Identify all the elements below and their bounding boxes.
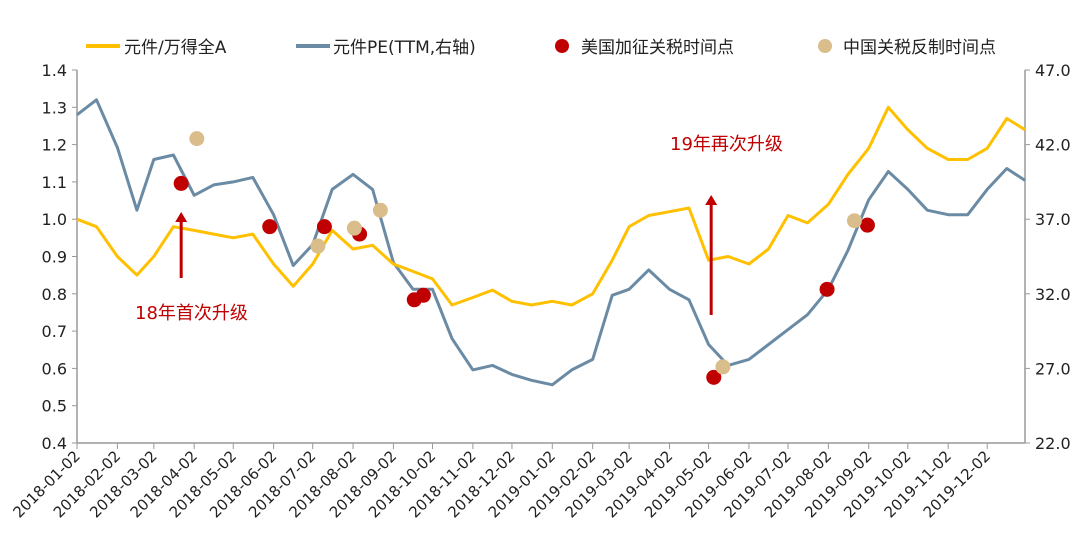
legend-label-china-counter: 中国关税反制时间点 — [843, 38, 996, 58]
left-tick-label: 1.1 — [42, 173, 67, 192]
right-tick-label: 27.0 — [1035, 359, 1071, 378]
left-tick-label: 0.8 — [42, 285, 67, 304]
right-tick-label: 37.0 — [1035, 210, 1071, 229]
annotation-arrow-head-icon — [175, 212, 188, 222]
left-tick-label: 1.3 — [42, 98, 67, 117]
annotation-2019: 19年再次升级 — [670, 134, 783, 155]
annotation-2018: 18年首次升级 — [135, 303, 248, 324]
left-tick-label: 0.4 — [42, 434, 67, 453]
legend-label-ratio: 元件/万得全A — [124, 38, 227, 58]
china-counter-point — [310, 238, 326, 254]
annotation-arrow-head-icon — [705, 195, 718, 205]
us-tariff-point — [173, 175, 189, 191]
series-line-ratio — [76, 105, 1026, 307]
us-tariff-point — [706, 369, 722, 385]
series-lines — [76, 98, 1026, 387]
china-counter-point — [715, 359, 731, 375]
legend: 元件/万得全A 元件PE(TTM,右轴) 美国加征关税时间点 中国关税反制时间点 — [86, 38, 996, 58]
us-tariff-point — [415, 287, 431, 303]
us-tariff-point — [262, 219, 278, 235]
us-tariff-point — [859, 217, 875, 233]
legend-swatch-us-tariff — [555, 39, 569, 53]
right-tick-label: 47.0 — [1035, 61, 1071, 80]
us-tariff-point — [316, 219, 332, 235]
left-tick-label: 0.5 — [42, 397, 67, 416]
left-tick-label: 1.2 — [42, 136, 67, 155]
left-tick-label: 0.6 — [42, 359, 67, 378]
right-tick-label: 32.0 — [1035, 285, 1071, 304]
right-tick-label: 42.0 — [1035, 136, 1071, 155]
china-counter-point — [372, 202, 388, 218]
left-tick-label: 1.4 — [42, 61, 67, 80]
axes: 0.4 0.5 0.6 0.7 0.8 0.9 1.0 1.1 1.2 1.3 1.4 22.0 27.… — [9, 61, 1070, 521]
china-counter-point — [846, 213, 862, 229]
series-line-pe — [76, 98, 1026, 387]
china-counter-point — [346, 220, 362, 236]
legend-label-us-tariff: 美国加征关税时间点 — [581, 38, 734, 58]
china-counter-point — [189, 131, 205, 147]
markers — [173, 131, 875, 385]
left-tick-label: 0.9 — [42, 248, 67, 267]
us-tariff-point — [819, 281, 835, 297]
annotations: 18年首次升级 19年再次升级 — [135, 134, 783, 324]
right-tick-label: 22.0 — [1035, 434, 1071, 453]
left-tick-label: 1.0 — [42, 210, 67, 229]
legend-swatch-china-counter — [818, 39, 832, 53]
legend-label-pe: 元件PE(TTM,右轴) — [333, 38, 476, 58]
left-tick-label: 0.7 — [42, 322, 67, 341]
